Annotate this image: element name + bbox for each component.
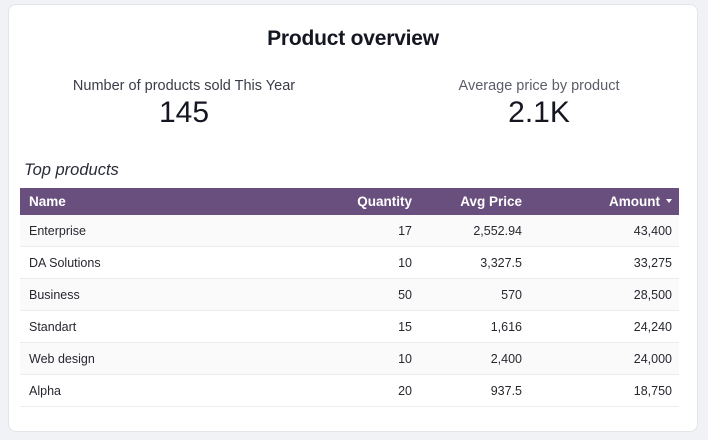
cell-amount: 43,400 <box>633 223 672 238</box>
cell-avg-price: 3,327.5 <box>480 255 522 270</box>
top-products-title: Top products <box>24 161 119 179</box>
page-title: Product overview <box>267 27 439 50</box>
scroll-fade <box>20 405 679 429</box>
table-row[interactable]: DA Solutions 10 3,327.5 33,275 <box>20 247 679 279</box>
kpi-value: 2.1K <box>508 96 570 129</box>
cell-name: Business <box>29 287 80 302</box>
cell-quantity: 50 <box>398 287 412 302</box>
table-row[interactable]: Standart 15 1,616 24,240 <box>20 311 679 343</box>
header-quantity[interactable]: Quantity <box>357 194 412 209</box>
header-avg-price[interactable]: Avg Price <box>460 194 522 209</box>
cell-avg-price: 570 <box>501 287 522 302</box>
cell-amount: 24,000 <box>633 351 672 366</box>
cell-name: Standart <box>29 319 77 334</box>
table-header: Name Quantity Avg Price Amount <box>20 188 679 215</box>
table-row[interactable]: Business 50 570 28,500 <box>20 279 679 311</box>
cell-avg-price: 2,552.94 <box>473 223 522 238</box>
cell-amount: 28,500 <box>633 287 672 302</box>
cell-quantity: 20 <box>398 383 412 398</box>
table-body: Enterprise 17 2,552.94 43,400 DA Solutions 10… <box>20 215 679 407</box>
cell-name: Web design <box>29 351 95 366</box>
header-amount-label: Amount <box>609 194 660 209</box>
header-amount[interactable]: Amount <box>522 194 672 209</box>
table-row[interactable]: Alpha 20 937.5 18,750 <box>20 375 679 407</box>
kpi-average-price: Average price by product 2.1K <box>419 77 659 129</box>
kpi-value: 145 <box>158 96 210 129</box>
kpi-products-sold: Number of products sold This Year 145 <box>49 77 319 129</box>
top-products-table: Name Quantity Avg Price Amount Enterpris… <box>20 188 679 407</box>
cell-avg-price: 937.5 <box>490 383 522 398</box>
kpi-label: Number of products sold This Year <box>72 78 296 94</box>
cell-quantity: 17 <box>398 223 412 238</box>
cell-amount: 24,240 <box>633 319 672 334</box>
cell-quantity: 10 <box>398 351 412 366</box>
cell-quantity: 10 <box>398 255 412 270</box>
cell-amount: 18,750 <box>633 383 672 398</box>
table-row[interactable]: Web design 10 2,400 24,000 <box>20 343 679 375</box>
cell-quantity: 15 <box>398 319 412 334</box>
kpi-label: Average price by product <box>458 78 620 94</box>
cell-avg-price: 1,616 <box>490 319 522 334</box>
header-name[interactable]: Name <box>29 194 66 209</box>
cell-avg-price: 2,400 <box>490 351 522 366</box>
cell-name: DA Solutions <box>29 255 101 270</box>
cell-name: Alpha <box>29 383 61 398</box>
table-row[interactable]: Enterprise 17 2,552.94 43,400 <box>20 215 679 247</box>
cell-amount: 33,275 <box>633 255 672 270</box>
cell-name: Enterprise <box>29 223 86 238</box>
product-overview-card: Product overview Number of products sold… <box>8 4 698 432</box>
caret-down-icon[interactable] <box>666 199 672 204</box>
